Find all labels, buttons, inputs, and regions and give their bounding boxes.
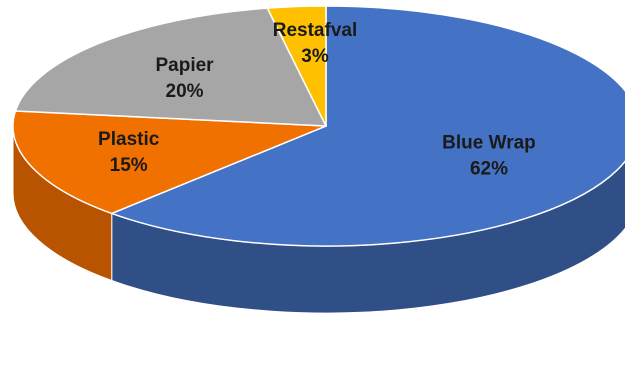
pie-label-percent-papier: 20% xyxy=(166,81,204,102)
pie-label-name-plastic: Plastic xyxy=(98,129,160,150)
pie-tops xyxy=(12,5,625,247)
pie-slice-blue-wrap xyxy=(109,5,625,247)
pie-label-name-blue-wrap: Blue Wrap xyxy=(442,133,536,154)
pie-label-percent-blue-wrap: 62% xyxy=(470,159,508,180)
pie-label-name-papier: Papier xyxy=(155,55,214,76)
pie-labels: Blue Wrap 62% Plastic 15% Papier 20% Restafval… xyxy=(98,20,536,180)
pie-label-percent-restafval: 3% xyxy=(301,46,329,67)
pie-label-name-restafval: Restafval xyxy=(273,20,358,41)
pie-label-percent-plastic: 15% xyxy=(110,155,148,176)
pie-slice-plastic xyxy=(12,110,327,215)
pie-slice-restafval xyxy=(266,5,327,127)
pie-slice-papier xyxy=(14,7,328,127)
